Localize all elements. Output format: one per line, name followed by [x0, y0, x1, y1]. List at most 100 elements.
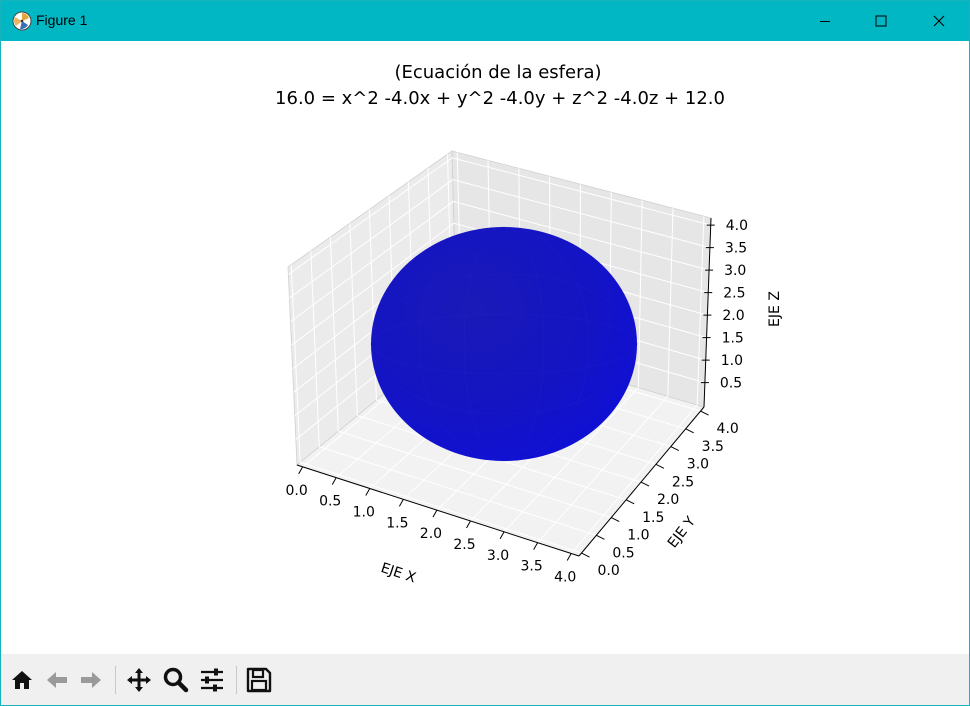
forward-button[interactable]: [75, 664, 107, 696]
grid-line: [570, 404, 698, 554]
y-tick-label: 2.0: [657, 492, 679, 508]
x-tick-label: 0.5: [319, 494, 341, 510]
home-icon: [12, 671, 32, 689]
y-tick-label: 0.5: [612, 545, 634, 561]
y-axis-ticks: 0.0 0.51.0 1.5 2.0 2.53.0 3.5 4.0: [581, 410, 739, 579]
y-tick-mark: [670, 446, 680, 452]
grid-line: [288, 157, 711, 275]
grid-line: [349, 223, 358, 416]
y-tick-label: 3.0: [687, 457, 709, 473]
home-button[interactable]: [6, 664, 38, 696]
z-axis-ticks: 0.5 1.0 1.5 2.0 2.5 3.0 3.5 4.0: [700, 218, 748, 392]
grid-line: [696, 216, 705, 406]
x-tick-mark: [398, 499, 404, 507]
save-button[interactable]: [243, 664, 275, 696]
zoom-button[interactable]: [160, 664, 192, 696]
grid-line: [291, 222, 709, 346]
grid-line: [289, 179, 711, 299]
x-axis-label: EJE X: [379, 560, 418, 586]
grid-line: [319, 446, 597, 536]
z-tick-label: 0.5: [720, 376, 742, 392]
figure-canvas[interactable]: (Ecuación de la esfera) 16.0 = x^2 -4.0x…: [1, 41, 969, 654]
x-tick-mark: [566, 553, 572, 561]
close-button[interactable]: [910, 1, 968, 41]
chart-title-line1: (Ecuación de la esfera): [394, 62, 601, 83]
maximize-button[interactable]: [852, 1, 910, 41]
x-tick-mark: [365, 488, 371, 496]
y-tick-mark: [596, 534, 605, 540]
3d-plot[interactable]: (Ecuación de la esfera) 16.0 = x^2 -4.0x…: [1, 41, 969, 654]
z-tick-label: 2.5: [723, 286, 745, 302]
y-tick-mark: [581, 552, 590, 558]
grid-line: [290, 200, 710, 322]
save-icon: [246, 667, 272, 693]
x-axis-line: [296, 464, 580, 557]
minimize-icon: [820, 21, 830, 22]
minimize-button[interactable]: [796, 1, 854, 41]
x-tick-mark: [432, 509, 438, 518]
grid-line: [329, 237, 339, 432]
y-tick-label: 1.5: [642, 510, 664, 526]
configure-subplots-icon: [201, 668, 223, 692]
x-tick-label: 3.5: [521, 559, 543, 575]
matplotlib-logo-icon: [12, 11, 32, 31]
window-title: Figure 1: [36, 12, 88, 28]
y-tick-mark: [640, 481, 650, 487]
sphere-surface: [371, 227, 637, 461]
z-tick-label: 3.0: [724, 263, 746, 279]
pan-button[interactable]: [123, 664, 155, 696]
x-axis-ticks: 0.0 0.5 1.0 1.5 2.0 2.5 3.0 3.5 4.0: [286, 466, 576, 585]
x-tick-label: 0.0: [286, 483, 308, 499]
pan-icon: [127, 668, 151, 692]
forward-icon: [81, 672, 101, 688]
configure-subplots-button[interactable]: [196, 664, 228, 696]
back-button[interactable]: [41, 664, 73, 696]
y-tick-mark: [625, 499, 635, 505]
grid-line: [537, 395, 669, 543]
z-tick-label: 1.5: [722, 331, 744, 347]
x-tick-mark: [466, 520, 471, 529]
x-tick-label: 2.0: [420, 526, 442, 542]
title-bar[interactable]: Figure 1: [1, 1, 969, 41]
grid-line: [338, 430, 612, 519]
maximize-icon: [875, 15, 887, 27]
zoom-icon: [163, 667, 189, 693]
y-axis-label: EJE Y: [665, 514, 699, 552]
y-tick-mark: [611, 517, 620, 522]
grid-line: [503, 387, 639, 533]
x-tick-mark: [298, 466, 304, 475]
grid-line: [290, 264, 301, 463]
x-tick-label: 3.0: [487, 548, 509, 564]
grid-line: [300, 461, 582, 554]
x-tick-label: 1.5: [386, 515, 408, 531]
y-tick-mark: [655, 463, 665, 469]
z-tick-label: 3.5: [725, 241, 747, 257]
x-tick-label: 4.0: [554, 569, 576, 585]
x-tick-label: 1.0: [353, 504, 375, 520]
toolbar-separator: [115, 666, 116, 694]
back-icon: [47, 672, 67, 688]
z-axis-line: [703, 217, 712, 408]
y-tick-label: 0.0: [598, 563, 620, 579]
x-tick-mark: [533, 542, 539, 550]
x-tick-label: 2.5: [453, 537, 475, 553]
y-tick-label: 4.0: [717, 421, 739, 437]
grid-line: [667, 208, 674, 397]
grid-line: [637, 200, 643, 388]
z-tick-label: 1.0: [721, 353, 743, 369]
y-tick-label: 2.5: [672, 474, 694, 490]
navigation-toolbar: [1, 654, 969, 705]
x-tick-mark: [499, 531, 505, 540]
chart-title-line2: 16.0 = x^2 -4.0x + y^2 -4.0y + z^2 -4.0z…: [275, 88, 725, 109]
sphere-mesh: [370, 226, 638, 462]
z-axis-label: EJE Z: [767, 291, 783, 327]
y-axis-line: [578, 406, 705, 557]
z-tick-label: 2.0: [722, 308, 744, 324]
y-tick-mark: [700, 410, 709, 416]
y-tick-label: 3.5: [702, 439, 724, 455]
grid-line: [310, 250, 320, 447]
z-tick-label: 4.0: [726, 218, 748, 234]
x-tick-mark: [331, 477, 337, 485]
toolbar-separator: [236, 666, 237, 694]
